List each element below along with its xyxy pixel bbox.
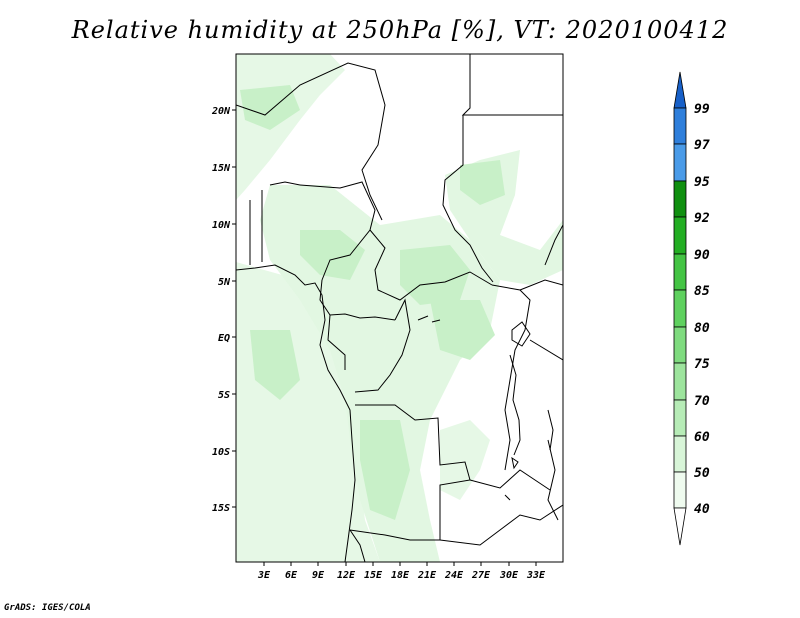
colorbar-top-arrow — [673, 71, 687, 109]
border-angola — [349, 404, 471, 541]
colorbar-segment-95-97 — [673, 143, 687, 182]
colorbar-labels: 99 97 95 92 90 85 80 75 70 60 50 40 — [694, 102, 710, 517]
colorbar-label-40: 40 — [694, 502, 710, 517]
border-tanzania — [529, 339, 563, 361]
map-panel: 20N 15N 10N 5N EQ 5S 10S 15S 3E 6E 9E 12… — [211, 53, 564, 581]
border-drc-east — [491, 284, 531, 471]
border-namibia — [349, 529, 366, 562]
map-title: Relative humidity at 250hPa [%], VT: 202… — [71, 16, 729, 44]
lake-malawi — [547, 409, 554, 451]
colorbar-label-60: 60 — [694, 430, 710, 445]
humidity-patch-1 — [300, 230, 365, 280]
lon-label-21e: 21E — [417, 570, 437, 581]
country-borders — [236, 54, 563, 562]
colorbar-segment-97-99 — [673, 107, 687, 145]
border-sahel-north — [236, 62, 386, 221]
humidity-patch-7 — [240, 85, 300, 130]
colorbar-label-95: 95 — [694, 175, 710, 190]
coastline-east — [544, 224, 563, 266]
humidity-patch-2 — [400, 245, 470, 305]
colorbar-label-75: 75 — [694, 357, 710, 372]
colorbar — [673, 71, 687, 546]
border-gabon — [327, 314, 346, 370]
colorbar-bottom-arrow — [673, 507, 687, 546]
lon-label-12e: 12E — [337, 570, 356, 581]
humidity-area-south — [440, 420, 490, 500]
colorbar-label-90: 90 — [694, 248, 710, 263]
lat-label-10s: 10S — [212, 447, 230, 458]
lat-label-eq: EQ — [218, 333, 230, 344]
border-egypt-libya — [461, 54, 563, 116]
lat-label-5s: 5S — [218, 390, 230, 401]
lon-label-27e: 27E — [471, 570, 491, 581]
border-niger-nigeria — [269, 181, 301, 186]
lat-label-20n: 20N — [211, 106, 231, 117]
longitude-axis: 3E 6E 9E 12E 15E 18E 21E 24E 27E 30E 33E — [257, 562, 546, 581]
latitude-axis: 20N 15N 10N 5N EQ 5S 10S 15S — [211, 106, 236, 514]
lon-label-9e: 9E — [312, 570, 325, 581]
humidity-patch-5 — [460, 160, 505, 205]
lat-label-10n: 10N — [212, 220, 231, 231]
colorbar-segment-60-70 — [673, 399, 687, 437]
border-south — [439, 504, 563, 546]
border-chad-sudan — [442, 115, 494, 283]
colorbar-segment-85-90 — [673, 253, 687, 291]
grads-credit: GrADS: IGES/COLA — [4, 603, 91, 613]
colorbar-segment-75-80 — [673, 326, 687, 364]
colorbar-label-50: 50 — [694, 466, 710, 481]
lat-label-15n: 15N — [212, 163, 231, 174]
colorbar-segment-70-75 — [673, 362, 687, 401]
lon-label-30e: 30E — [499, 570, 519, 581]
lon-label-6e: 6E — [285, 570, 298, 581]
colorbar-segment-92-95 — [673, 180, 687, 218]
border-cameroon-congo — [319, 279, 396, 321]
humidity-patch-6 — [430, 300, 495, 360]
lakes-small — [417, 315, 519, 501]
colorbar-label-85: 85 — [694, 284, 710, 299]
colorbar-label-92: 92 — [694, 211, 710, 226]
coastline-gulf-guinea — [236, 264, 356, 562]
border-zambia — [469, 469, 551, 491]
lat-label-5n: 5N — [218, 277, 231, 288]
border-congo-drc — [354, 298, 411, 393]
lon-label-18e: 18E — [391, 570, 410, 581]
lat-label-15s: 15S — [212, 503, 230, 514]
lon-label-33e: 33E — [526, 570, 546, 581]
humidity-patch-4 — [250, 330, 300, 400]
colorbar-label-70: 70 — [694, 394, 710, 409]
colorbar-segment-40-50 — [673, 471, 687, 509]
lon-label-24e: 24E — [444, 570, 464, 581]
colorbar-segment-80-85 — [673, 289, 687, 328]
humidity-patch-3 — [360, 420, 410, 520]
border-mozambique — [547, 439, 559, 521]
border-uganda-kenya — [519, 279, 563, 291]
border-car — [369, 229, 493, 301]
lon-label-15e: 15E — [364, 570, 383, 581]
border-lake-chad-region — [299, 181, 376, 281]
lake-tanganyika — [509, 354, 521, 456]
lon-label-3e: 3E — [257, 570, 271, 581]
colorbar-segment-90-92 — [673, 216, 687, 255]
colorbar-segment-50-60 — [673, 435, 687, 473]
humidity-shading — [236, 54, 563, 562]
colorbar-label-97: 97 — [694, 138, 710, 153]
colorbar-label-80: 80 — [694, 321, 710, 336]
lake-victoria — [511, 321, 531, 347]
colorbar-label-99: 99 — [694, 102, 710, 117]
